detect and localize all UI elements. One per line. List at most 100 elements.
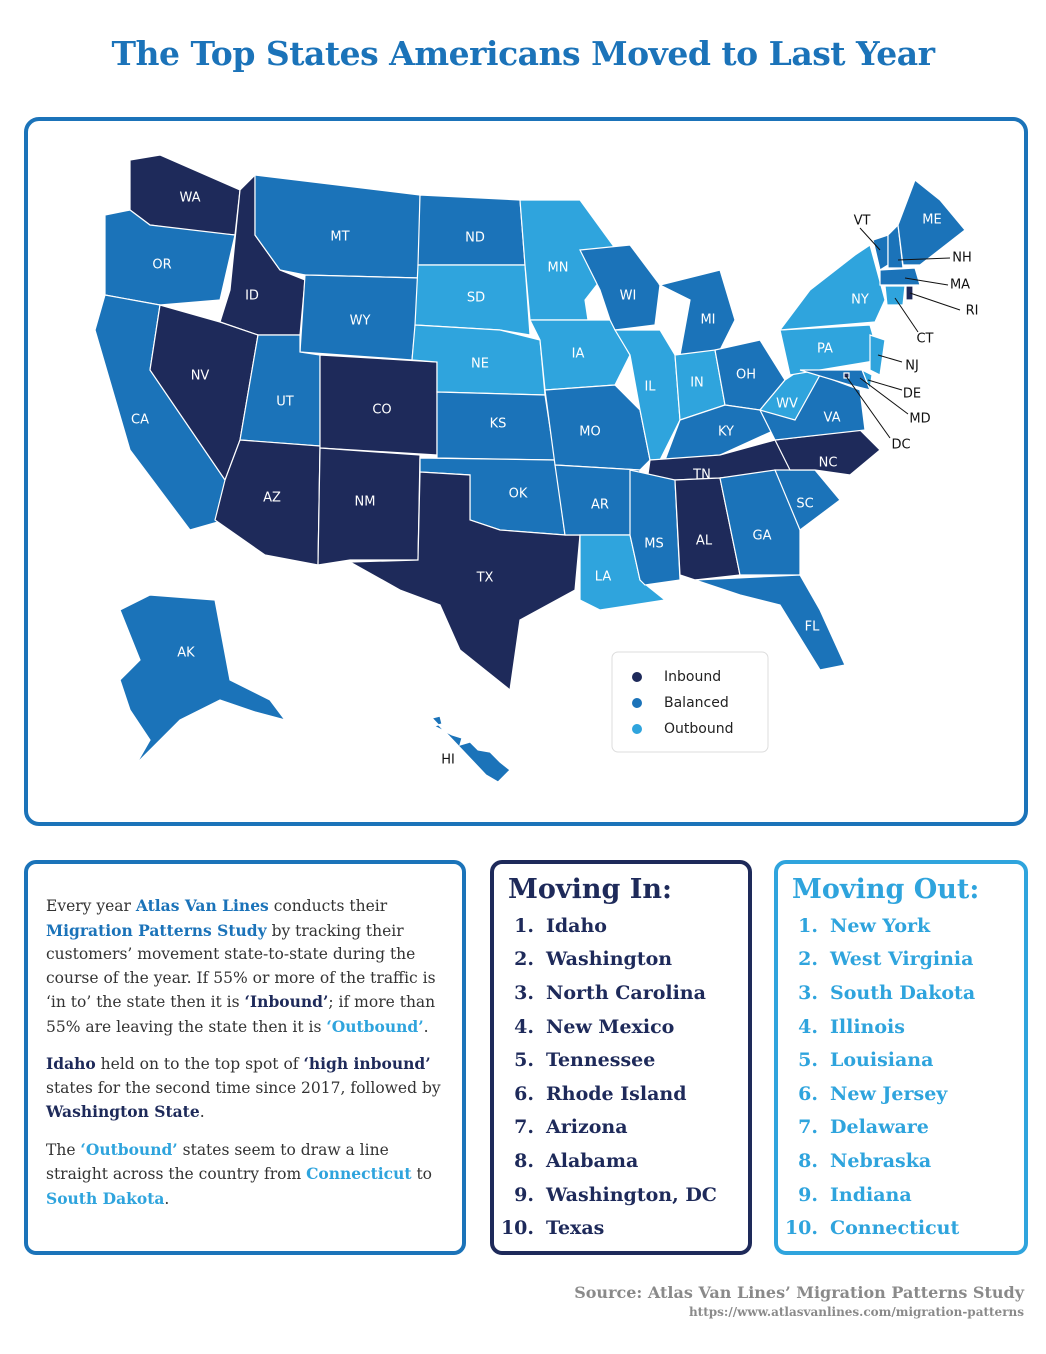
state-shape (897, 179, 966, 266)
state-shape (869, 334, 886, 376)
rank: 5. (798, 1049, 818, 1072)
text-run: ‘Inbound’ (244, 992, 329, 1011)
state-label: AL (696, 534, 713, 549)
leader-line (859, 377, 909, 415)
state-label: AK (177, 646, 195, 661)
state-name: Rhode Island (546, 1082, 687, 1105)
rank: 10. (784, 1217, 818, 1240)
legend: Inbound Balanced Outbound (632, 669, 733, 737)
state-label: CO (372, 403, 391, 418)
state-shape (843, 372, 850, 379)
list-item: 7. Delaware (778, 1111, 1024, 1145)
list-item: 1. Idaho (494, 909, 748, 943)
state-shape (579, 244, 661, 331)
list-item: 8. Nebraska (778, 1144, 1024, 1178)
state-name: Texas (546, 1217, 605, 1240)
state-label: IL (644, 380, 656, 395)
rank: 10. (500, 1217, 534, 1240)
state-label: VT (854, 214, 871, 229)
list-item: 9. Indiana (778, 1178, 1024, 1212)
states: WA OR CA ID NV MT WY UT AZ CO NM ND SD NE KS OK TX MN IA MO… (94, 154, 979, 783)
state-shape (694, 574, 846, 671)
state-label: NM (355, 495, 376, 510)
rank: 8. (514, 1149, 534, 1172)
text-run: held on to the top spot of (95, 1055, 304, 1073)
state-label: TX (476, 571, 494, 586)
state-label: CA (131, 413, 149, 428)
state-shape (778, 244, 886, 331)
state-shape (905, 285, 914, 301)
text-run: Every year (46, 897, 136, 915)
state-name: New York (830, 914, 931, 937)
text-run: . (199, 1103, 205, 1121)
rank: 6. (514, 1082, 534, 1105)
state-shape (430, 715, 511, 783)
rank: 9. (514, 1183, 534, 1206)
state-name: West Virginia (830, 948, 974, 971)
state-label: WI (620, 289, 637, 304)
list-item: 5. Tennessee (494, 1043, 748, 1077)
text-run: Idaho (46, 1054, 96, 1073)
paragraph: Idaho held on to the top spot of ‘high i… (46, 1052, 446, 1125)
state-name: Idaho (546, 914, 607, 937)
list: 1. New York 2. West Virginia 3. South Dakota 4… (778, 909, 1024, 1245)
list-item: 1. New York (778, 909, 1024, 943)
state-name: Louisiana (830, 1049, 934, 1072)
state-label: KS (490, 417, 507, 432)
state-label: RI (966, 304, 979, 319)
list-title: Moving Out: (792, 874, 980, 905)
state-label: ME (922, 213, 941, 228)
moving-in-panel: Moving In: 1. Idaho 2. Washington 3. North Ca… (490, 860, 752, 1255)
state-label: CT (916, 332, 933, 347)
list-item: 2. Washington (494, 943, 748, 977)
state-label: GA (753, 529, 772, 544)
legend-label: Balanced (664, 695, 729, 711)
text-run: Washington State (46, 1102, 200, 1121)
legend-marker (632, 672, 642, 682)
state-shape (879, 267, 921, 286)
rank: 3. (514, 981, 534, 1004)
rank: 8. (798, 1149, 818, 1172)
text-run: ‘high inbound’ (303, 1054, 431, 1073)
state-label: WY (350, 314, 371, 329)
text-run: ; if more than 55% are leaving the state… (46, 993, 436, 1036)
state-label: WV (776, 397, 798, 412)
list-title: Moving In: (508, 874, 672, 905)
list-item: 6. Rhode Island (494, 1077, 748, 1111)
state-label: AZ (263, 491, 281, 506)
list-item: 10. Connecticut (778, 1211, 1024, 1245)
state-label: FL (805, 620, 820, 635)
state-label: MI (700, 313, 715, 328)
state-label: IN (690, 376, 704, 391)
state-label: OR (152, 258, 171, 273)
state-label: NV (191, 369, 210, 384)
state-label: NJ (905, 359, 919, 374)
state-label: MS (644, 537, 663, 552)
state-label: KY (718, 425, 734, 440)
state-label: MA (950, 278, 970, 293)
state-name: Nebraska (830, 1149, 932, 1172)
rank: 4. (514, 1015, 534, 1038)
rank: 9. (798, 1183, 818, 1206)
state-label: DE (903, 387, 921, 402)
text-run: ‘Outbound’ (80, 1139, 178, 1159)
leader-line (859, 227, 881, 251)
state-label: MN (548, 261, 569, 276)
leader-line (909, 292, 961, 311)
leader-line (904, 277, 949, 286)
state-label: TN (692, 468, 711, 483)
state-label: OH (736, 368, 756, 383)
rank: 1. (514, 914, 534, 937)
list-item: 4. Illinois (778, 1010, 1024, 1044)
state-name: Washington (546, 948, 673, 971)
state-shape (414, 264, 531, 336)
state-label: SD (467, 291, 485, 306)
state-label: NY (851, 293, 869, 308)
title: The Top States Americans Moved to Last Y… (111, 34, 935, 73)
leader-line (845, 375, 891, 439)
state-shape (629, 469, 681, 586)
state-label: IA (572, 347, 585, 362)
paragraph: The ‘Outbound’ states seem to draw a lin… (46, 1138, 446, 1212)
state-name: Connecticut (830, 1217, 960, 1240)
list-item: 7. Arizona (494, 1111, 748, 1145)
